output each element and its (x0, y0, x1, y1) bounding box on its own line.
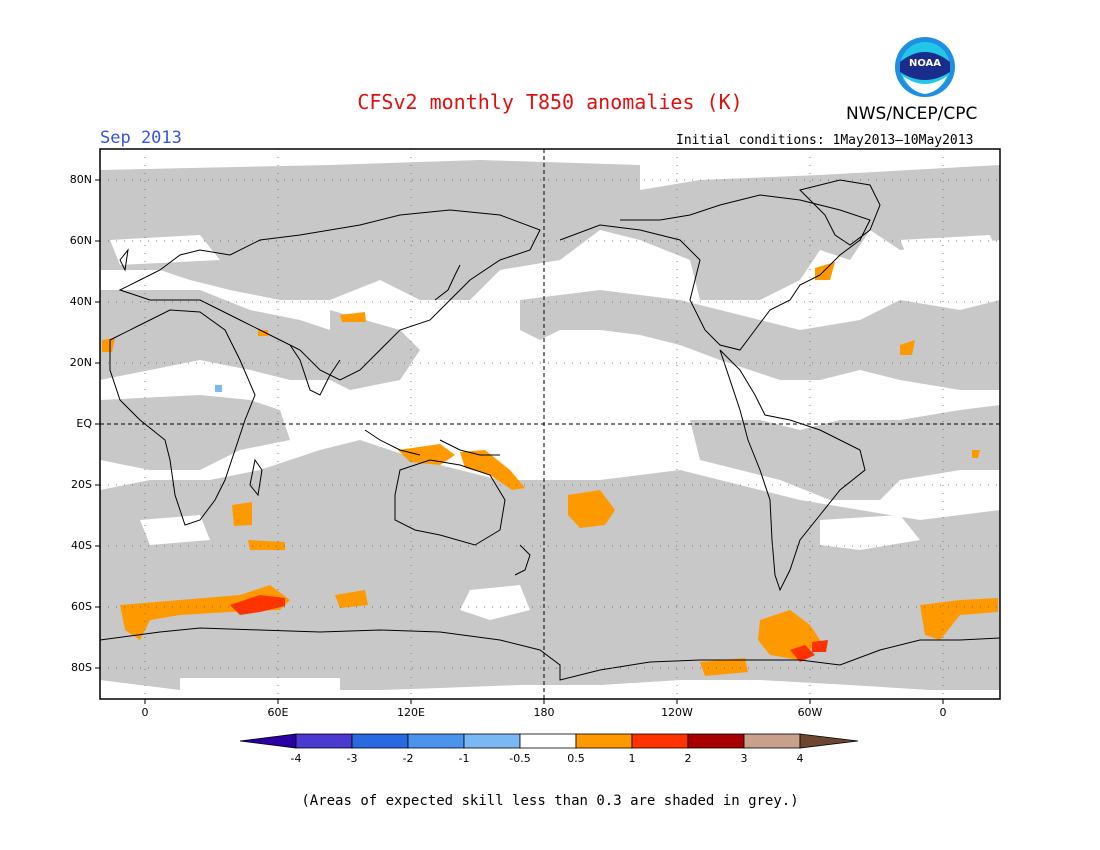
lat-label: 40N (69, 295, 92, 308)
colorbar-label: -1 (458, 752, 470, 765)
colorbar (239, 733, 859, 749)
lat-label: EQ (76, 417, 92, 430)
colorbar-label: -0.5 (509, 752, 531, 765)
lat-label: 20S (71, 478, 92, 491)
coastlines (99, 179, 1001, 681)
lat-label: 60N (69, 234, 92, 247)
lon-label: 60W (797, 706, 823, 719)
lat-label: 40S (71, 539, 92, 552)
warm-anomalies (102, 262, 998, 676)
lon-label: 120E (397, 706, 425, 719)
lon-label: 120W (661, 706, 693, 719)
noaa-logo: NOAA (895, 37, 955, 97)
colorbar-label: -2 (402, 752, 414, 765)
colorbar-label: 0.5 (567, 752, 585, 765)
page-title: CFSv2 monthly T850 anomalies (K) (357, 90, 743, 114)
lon-label: 0 (141, 706, 149, 719)
colorbar-arrow-high (799, 733, 859, 749)
logo-text: NOAA (909, 58, 941, 69)
lat-label: 60S (71, 600, 92, 613)
colorbar-label: 3 (740, 752, 748, 765)
colorbar-label: 2 (684, 752, 692, 765)
lat-label: 80N (69, 173, 92, 186)
colorbar-arrow-low (239, 733, 297, 749)
colorbar-label: -3 (346, 752, 358, 765)
footnote: (Areas of expected skill less than 0.3 a… (301, 793, 799, 809)
lon-label: 180 (533, 706, 555, 719)
initial-conditions: Initial conditions: 1May2013–10May2013 (676, 133, 974, 148)
lon-label: 60E (267, 706, 289, 719)
lat-label: 80S (71, 661, 92, 674)
lon-label: 0 (939, 706, 947, 719)
colorbar-label: -4 (290, 752, 302, 765)
forecast-month: Sep 2013 (100, 128, 182, 148)
lat-label: 20N (69, 356, 92, 369)
colorbar-label: 1 (628, 752, 636, 765)
colorbar-label: 4 (796, 752, 804, 765)
agency-label: NWS/NCEP/CPC (846, 104, 978, 124)
